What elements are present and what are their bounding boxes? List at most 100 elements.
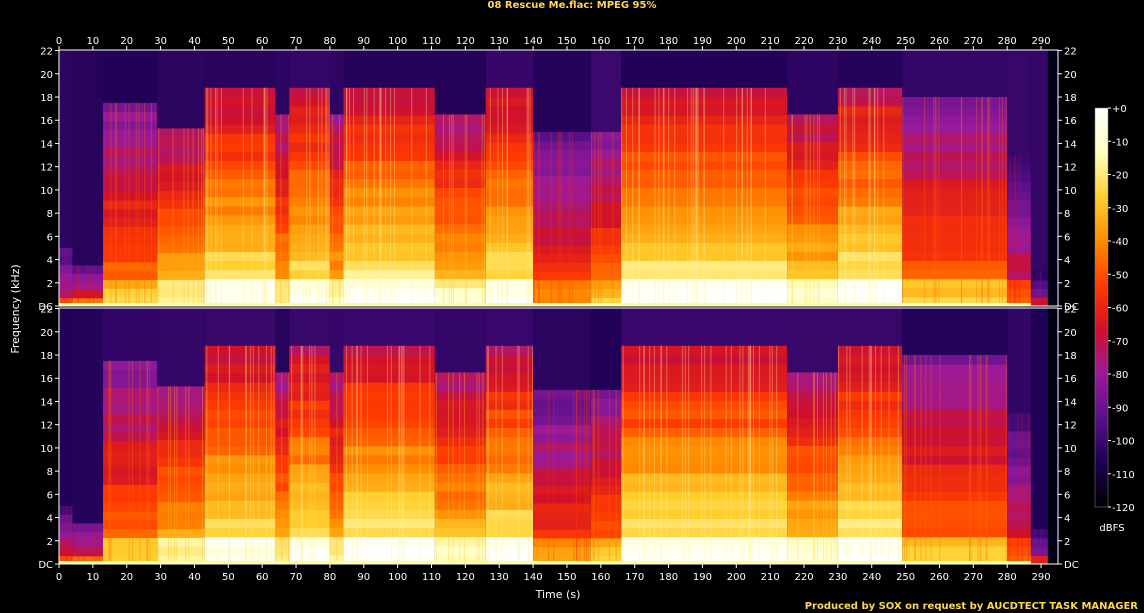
transient-streak <box>146 360 148 564</box>
band-cell <box>590 218 622 229</box>
band-cell <box>157 413 205 423</box>
band-cell <box>621 142 788 152</box>
noise-floor <box>204 50 276 88</box>
transient-streak <box>638 87 640 307</box>
transient-streak <box>845 87 847 307</box>
transient-streak <box>987 97 989 306</box>
band-cell <box>157 137 205 147</box>
band-cell <box>902 536 1008 547</box>
noise-floor <box>275 308 290 373</box>
x-tick-label: 160 <box>591 36 610 47</box>
band-cell <box>485 151 534 161</box>
noise-floor <box>157 308 205 387</box>
transient-streak <box>750 87 752 307</box>
band-cell <box>485 215 534 225</box>
transient-streak <box>843 87 845 307</box>
band-cell <box>1007 199 1031 209</box>
band-cell <box>275 554 290 565</box>
x-tick-label: 240 <box>862 572 881 583</box>
band-cell <box>343 133 435 143</box>
dc-band <box>59 303 1031 306</box>
band-cell <box>157 199 205 209</box>
band-cell <box>329 223 344 234</box>
band-cell <box>621 187 788 198</box>
band-cell <box>289 160 330 171</box>
band-cell <box>533 227 591 237</box>
band-cell <box>289 473 330 483</box>
y-axis-label: Frequency (kHz) <box>9 264 22 353</box>
colorbar-tick-label: -60 <box>1112 304 1128 315</box>
transient-streak <box>487 345 489 564</box>
band-cell <box>621 500 788 510</box>
band-cell <box>103 466 158 477</box>
band-cell <box>533 279 591 290</box>
band-cell <box>434 536 486 547</box>
band-cell <box>485 205 534 216</box>
band-cell <box>103 164 158 174</box>
transient-streak <box>314 345 316 564</box>
band-cell <box>787 233 838 243</box>
spectral-segment <box>343 308 435 565</box>
band-cell <box>485 500 534 510</box>
band-cell <box>103 413 158 424</box>
y-tick-label: DC <box>38 302 53 313</box>
band-cell <box>485 345 534 356</box>
transient-streak <box>502 87 504 307</box>
transient-streak <box>838 345 840 564</box>
band-cell <box>103 261 158 272</box>
band-cell <box>275 536 290 547</box>
band-cell <box>621 363 788 374</box>
band-cell <box>533 511 591 521</box>
band-cell <box>157 208 205 218</box>
band-cell <box>621 260 788 271</box>
transient-streak <box>681 345 683 564</box>
x-axis-label: Time (s) <box>535 588 581 601</box>
transient-streak <box>1017 413 1019 564</box>
spectral-segment <box>621 308 788 565</box>
y-tick-label: 16 <box>1064 374 1077 385</box>
band-cell <box>1007 537 1031 547</box>
band-cell <box>275 427 290 437</box>
band-cell <box>343 500 435 510</box>
band-cell <box>621 482 788 492</box>
band-cell <box>289 96 330 107</box>
colorbar-tick-label: -70 <box>1112 337 1128 348</box>
x-tick-label: 20 <box>120 36 133 47</box>
spectral-segment <box>275 50 290 307</box>
spectral-segment <box>289 308 330 565</box>
band-cell <box>1030 555 1048 565</box>
band-cell <box>902 187 1008 198</box>
band-cell <box>837 251 903 262</box>
band-cell <box>103 173 158 183</box>
band-cell <box>275 187 290 198</box>
transient-streak <box>750 87 752 307</box>
transient-streak <box>1013 155 1015 306</box>
x-tick-label: 20 <box>120 572 133 583</box>
transient-streak <box>317 87 319 307</box>
band-cell <box>621 491 788 501</box>
transient-streak <box>419 345 421 564</box>
band-cell <box>621 96 788 107</box>
band-cell <box>289 87 330 98</box>
band-cell <box>103 102 158 113</box>
band-cell <box>837 545 903 556</box>
band-cell <box>590 271 622 281</box>
transient-streak <box>583 389 585 564</box>
transient-streak <box>367 345 369 564</box>
band-cell <box>485 454 534 465</box>
transient-streak <box>263 87 265 307</box>
band-cell <box>329 418 344 428</box>
band-cell <box>837 115 903 125</box>
band-cell <box>533 297 591 307</box>
y-tick-label: 10 <box>1064 186 1077 197</box>
band-cell <box>787 296 838 307</box>
transient-streak <box>969 355 971 564</box>
band-cell <box>621 427 788 438</box>
transient-streak <box>486 345 488 564</box>
colorbar-tick-label: -90 <box>1112 403 1128 414</box>
transient-streak <box>741 87 743 307</box>
band-cell <box>434 296 486 307</box>
transient-streak <box>612 131 614 306</box>
transient-streak <box>1040 271 1042 306</box>
band-cell <box>902 115 1008 125</box>
